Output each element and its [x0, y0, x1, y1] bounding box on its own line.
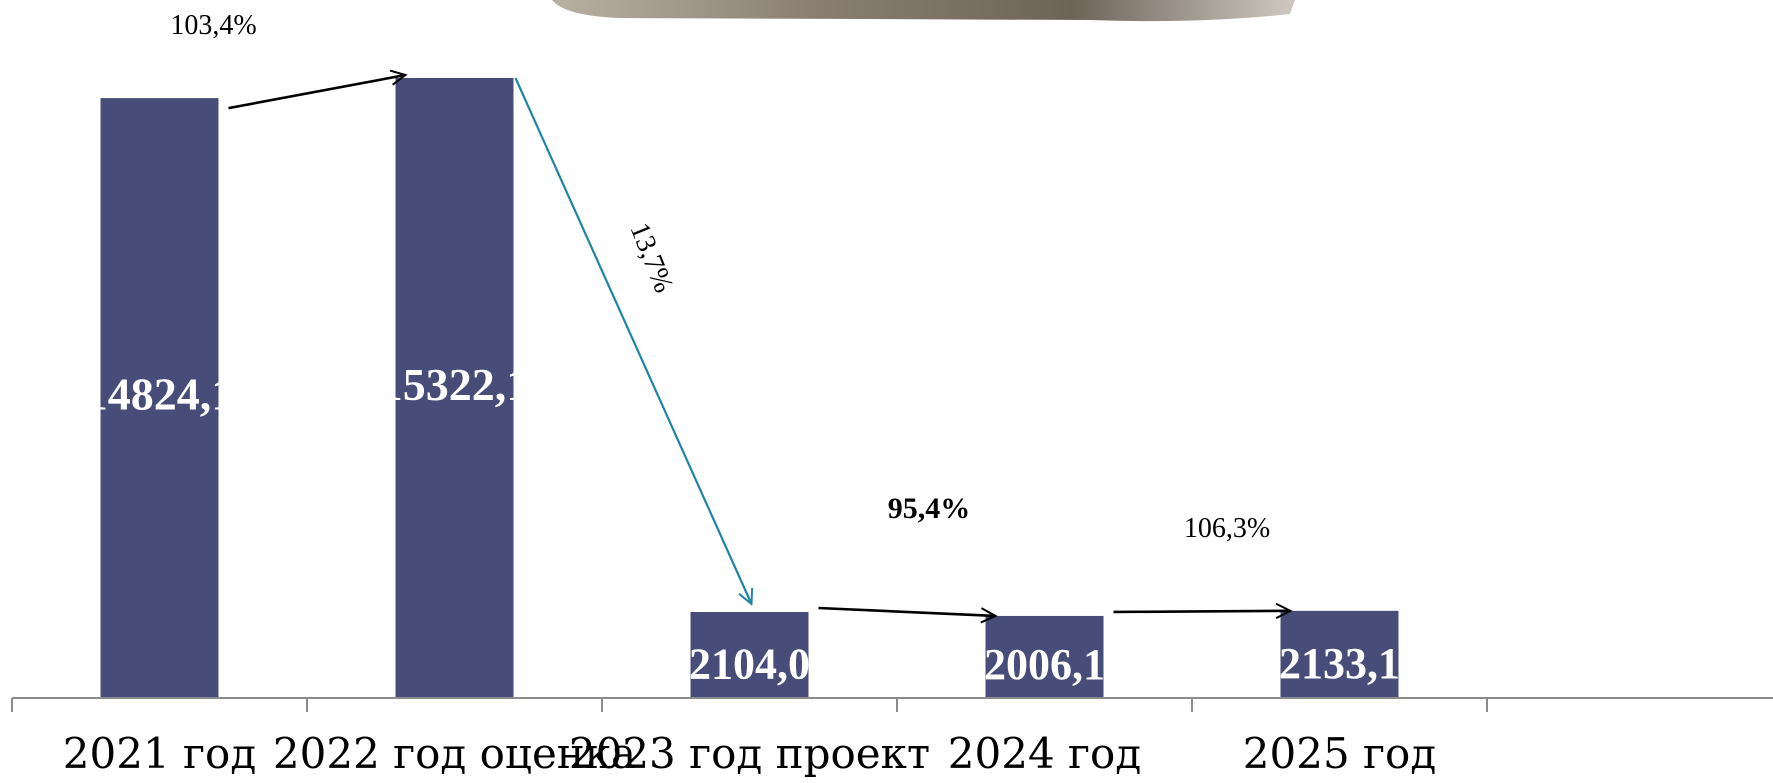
- data-label-4: 2133,1: [1279, 639, 1400, 688]
- x-tick-label-4: 2025 год: [1243, 729, 1436, 778]
- change-label-2: 95,4%: [888, 492, 971, 525]
- bar-3: [985, 615, 1104, 697]
- change-label-3: 106,3%: [1184, 513, 1270, 544]
- bar-2: [690, 612, 809, 697]
- data-label-2: 2104,0: [689, 639, 810, 688]
- data-label-3: 2006,1: [984, 640, 1105, 689]
- change-arrow-3: [1113, 611, 1291, 612]
- change-label-0: 103,4%: [170, 10, 256, 41]
- decorative-photo: [552, 0, 1295, 22]
- change-arrow-2: [818, 606, 996, 616]
- x-tick-label-1: 2022 год оценка: [273, 729, 636, 778]
- change-arrow-0: [228, 75, 406, 110]
- x-tick-label-3: 2024 год: [948, 729, 1141, 778]
- bar-0: [100, 98, 219, 698]
- bar-4: [1280, 610, 1399, 697]
- data-label-1: 15322,1: [380, 359, 530, 410]
- data-label-0: 14824,1: [85, 369, 235, 420]
- x-tick-label-0: 2021 год: [63, 729, 256, 778]
- x-tick-label-2: 2023 год проект: [569, 729, 930, 778]
- bar-1: [395, 78, 514, 697]
- change-arrow-1: [514, 77, 752, 604]
- change-label-1: 13,7%: [623, 218, 679, 297]
